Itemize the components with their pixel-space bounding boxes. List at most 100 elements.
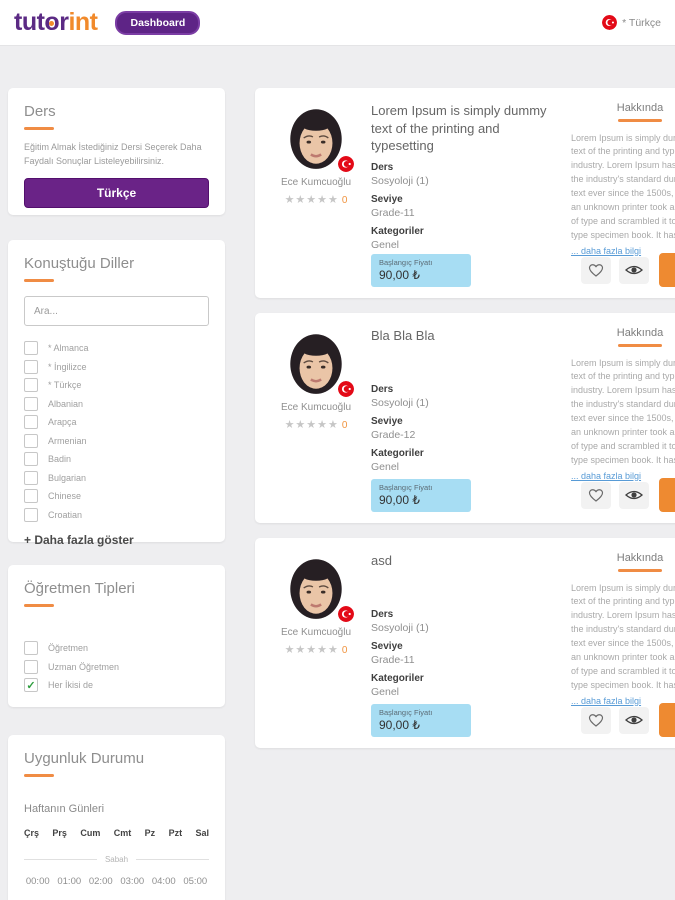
field-value-subject: Sosyoloji (1)	[371, 622, 429, 634]
view-button[interactable]	[619, 256, 649, 284]
more-info-link[interactable]: ... daha fazla bilgi	[571, 695, 642, 706]
time-slot[interactable]: 02:00	[88, 876, 113, 887]
period-label: Sabah	[104, 855, 129, 864]
favorite-button[interactable]	[581, 256, 611, 284]
avatar-photo	[290, 109, 342, 169]
language-row[interactable]: * Almanca	[24, 339, 209, 358]
field-label-ders: Ders	[371, 384, 394, 395]
checkbox[interactable]	[24, 433, 38, 448]
view-button[interactable]	[619, 481, 649, 509]
language-row[interactable]: Chinese	[24, 487, 209, 506]
tutor-card-list: Ece Kumcuoğlu ★★★★★ 0 Lorem Ipsum is simp…	[255, 88, 675, 763]
field-value-category: Genel	[371, 461, 400, 473]
checkbox[interactable]	[24, 396, 38, 411]
price-value: 90,00 ₺	[379, 717, 420, 732]
detail-button[interactable]	[659, 478, 675, 512]
rating-count: 0	[341, 420, 348, 431]
day-toggle[interactable]: Cum	[80, 828, 101, 838]
teacher-type-row[interactable]: Her İkisi de	[24, 676, 209, 695]
language-row[interactable]: Armenian	[24, 432, 209, 451]
more-info-link[interactable]: ... daha fazla bilgi	[571, 245, 642, 256]
tutor-avatar-block: Ece Kumcuoğlu ★★★★★ 0	[271, 552, 361, 734]
accent-underline	[618, 569, 662, 572]
day-toggle[interactable]: Pzt	[168, 828, 183, 838]
language-row[interactable]: Albanian	[24, 395, 209, 414]
checkbox[interactable]	[24, 641, 38, 656]
checkbox[interactable]	[24, 341, 38, 356]
field-label-kategoriler: Kategoriler	[371, 225, 424, 237]
teacher-types-panel: Öğretmen Tipleri Öğretmen Uzman Öğretmen…	[8, 565, 225, 707]
checkbox[interactable]	[24, 507, 38, 522]
card-title[interactable]: Bla Bla Bla	[371, 328, 435, 343]
language-row[interactable]: Croatian	[24, 506, 209, 525]
favorite-button[interactable]	[581, 481, 611, 509]
avatar[interactable]	[280, 102, 354, 174]
language-list: * Almanca * İngilizce * Türkçe Albanian …	[24, 339, 209, 524]
day-toggle[interactable]: Çrş	[24, 828, 40, 838]
logo-text-accent: int	[68, 8, 98, 36]
time-slot[interactable]: 03:00	[120, 876, 145, 887]
checkbox[interactable]	[24, 415, 38, 430]
card-title[interactable]: Lorem Ipsum is simply dummy text of the …	[371, 103, 547, 154]
field-value-category: Genel	[371, 238, 400, 251]
language-row[interactable]: * Türkçe	[24, 376, 209, 395]
price-value: 90,00 ₺	[379, 267, 420, 282]
dashboard-badge[interactable]: Dashboard	[115, 10, 201, 35]
tutor-card: Ece Kumcuoğlu ★★★★★ 0 asd Ders Sosyoloji …	[255, 538, 675, 748]
languages-panel: Konuştuğu Diller * Almanca * İngilizce *…	[8, 240, 225, 547]
detail-button[interactable]	[659, 253, 675, 287]
panel-title: Ders	[24, 103, 56, 120]
weekdays-subtitle: Haftanın Günleri	[24, 803, 105, 815]
about-text: Lorem Ipsum is simply dummy text of the …	[571, 357, 675, 465]
day-toggle[interactable]: Sal	[195, 828, 209, 838]
checkbox[interactable]	[24, 378, 38, 393]
accent-underline	[24, 774, 54, 777]
field-value-grade: Grade-12	[371, 429, 416, 441]
language-row[interactable]: Bulgarian	[24, 469, 209, 488]
time-slot[interactable]: 05:00	[183, 876, 208, 887]
stars-icon: ★★★★★	[284, 644, 339, 656]
language-row[interactable]: Badin	[24, 450, 209, 469]
favorite-button[interactable]	[581, 706, 611, 734]
time-slot[interactable]: 04:00	[151, 876, 176, 887]
day-toggle[interactable]: Cmt	[113, 828, 132, 838]
card-title[interactable]: asd	[371, 553, 392, 568]
teacher-type-row[interactable]: Öğretmen	[24, 639, 209, 658]
checkbox[interactable]	[24, 359, 38, 374]
field-value-subject: Sosyoloji (1)	[371, 397, 429, 409]
language-switcher[interactable]: * Türkçe	[602, 15, 661, 30]
more-info-link[interactable]: ... daha fazla bilgi	[571, 470, 642, 481]
teacher-type-row[interactable]: Uzman Öğretmen	[24, 658, 209, 677]
day-toggle[interactable]: Prş	[52, 828, 67, 838]
show-more-link[interactable]: + Daha fazla göster	[24, 533, 134, 547]
logo-o-mark: o	[44, 8, 60, 36]
time-slot-grid: 00:00 01:00 02:00 03:00 04:00 05:00 06:0…	[24, 876, 209, 900]
language-row[interactable]: * İngilizce	[24, 358, 209, 377]
panel-title: Öğretmen Tipleri	[24, 580, 135, 597]
logo-text: r	[59, 8, 69, 36]
course-select-button[interactable]: Türkçe	[24, 177, 209, 208]
day-toggle[interactable]: Pz	[144, 828, 156, 838]
avatar[interactable]	[280, 552, 354, 624]
language-label: Arapça	[48, 417, 77, 428]
teacher-type-label: Öğretmen	[48, 643, 89, 654]
checkbox[interactable]	[24, 470, 38, 485]
heart-icon	[588, 264, 604, 277]
checkbox[interactable]	[24, 659, 38, 674]
checkbox[interactable]	[24, 452, 38, 467]
about-block: Hakkında Lorem Ipsum is simply dummy tex…	[571, 102, 675, 284]
teacher-type-list: Öğretmen Uzman Öğretmen Her İkisi de	[24, 639, 209, 695]
time-slot[interactable]: 01:00	[57, 876, 82, 887]
checkbox[interactable]	[24, 489, 38, 504]
avatar[interactable]	[280, 327, 354, 399]
about-block: Hakkında Lorem Ipsum is simply dummy tex…	[571, 552, 675, 734]
language-row[interactable]: Arapça	[24, 413, 209, 432]
time-slot[interactable]: 00:00	[25, 876, 50, 887]
field-label-seviye: Seviye	[371, 641, 403, 652]
checkbox-checked[interactable]	[24, 678, 38, 693]
view-button[interactable]	[619, 706, 649, 734]
language-search-input[interactable]	[24, 296, 209, 326]
detail-button[interactable]	[659, 703, 675, 737]
panel-title: Konuştuğu Diller	[24, 255, 135, 272]
language-label: Armenian	[48, 435, 87, 446]
